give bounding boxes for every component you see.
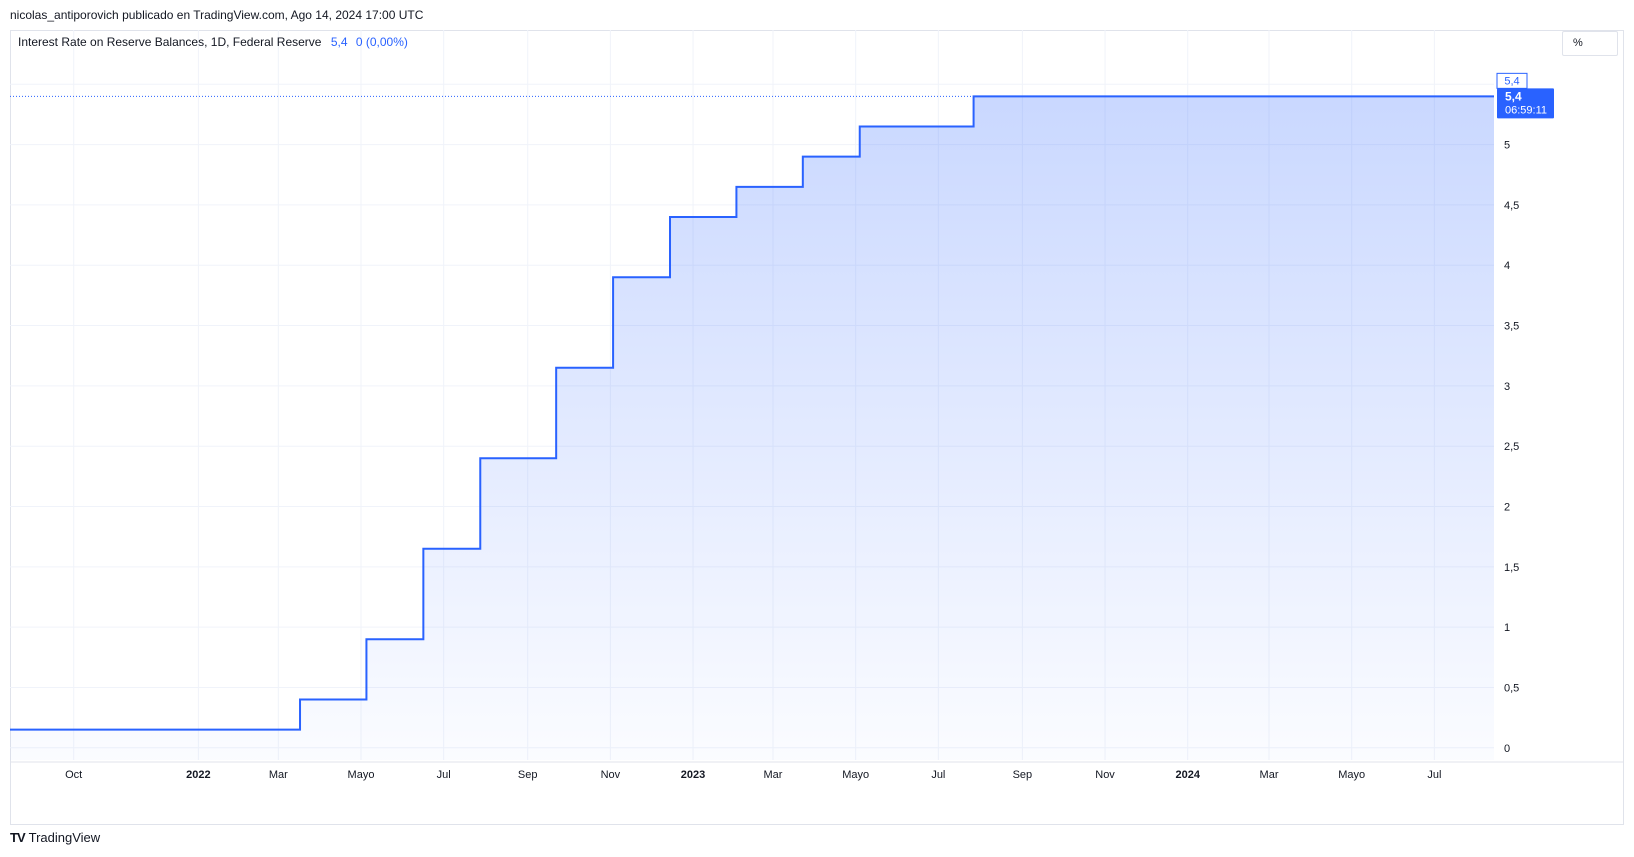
- x-tick-label: 2024: [1175, 769, 1200, 781]
- countdown-label: 06:59:11: [1505, 104, 1547, 116]
- area-fill: [10, 96, 1494, 761]
- y-tick-label: 2: [1504, 502, 1510, 514]
- legend-value: 5,4: [330, 35, 348, 49]
- series-line: [10, 95, 1494, 731]
- y-tick-label: 1,5: [1504, 562, 1519, 574]
- x-tick-label: Jul: [1427, 769, 1441, 781]
- y-tick-label: 5: [1504, 140, 1510, 152]
- y-tick-label: 0: [1504, 743, 1510, 755]
- x-tick-label: Nov: [601, 769, 621, 781]
- x-tick-label: Mayo: [1338, 769, 1365, 781]
- x-tick-label: Mar: [1260, 769, 1279, 781]
- current-price-tag: [1497, 88, 1554, 119]
- chart-legend[interactable]: Interest Rate on Reserve Balances, 1D, F…: [18, 35, 408, 49]
- x-tick-label: Sep: [518, 769, 538, 781]
- y-tick-label: 3: [1504, 381, 1510, 393]
- x-tick-label: Sep: [1013, 769, 1033, 781]
- brand-footer[interactable]: TV TradingView: [10, 830, 100, 845]
- x-tick-label: Oct: [65, 769, 82, 781]
- x-tick-label: Nov: [1095, 769, 1115, 781]
- x-tick-label: Mar: [269, 769, 288, 781]
- legend-change: 0 (0,00%): [355, 35, 408, 49]
- axis-layer: 0 0,5 1 1,5 2 2,5 3 3,5 4 4,5 5 Oct 2022 Mar Mayo Jul Se…: [10, 140, 1624, 781]
- tradingview-logo-icon: TV: [10, 830, 26, 845]
- legend-symbol: Interest Rate on Reserve Balances, 1D, F…: [18, 35, 322, 49]
- top-price-tag-label: 5,4: [1504, 75, 1519, 87]
- unit-selector[interactable]: %: [1562, 31, 1618, 56]
- y-tick-label: 4: [1504, 260, 1510, 272]
- x-tick-label: Mar: [764, 769, 783, 781]
- x-tick-label: Mayo: [348, 769, 375, 781]
- x-tick-label: 2022: [186, 769, 210, 781]
- y-tick-label: 2,5: [1504, 441, 1519, 453]
- x-tick-label: Mayo: [842, 769, 869, 781]
- brand-name: TradingView: [28, 830, 101, 845]
- y-tick-label: 1: [1504, 622, 1510, 634]
- y-tick-label: 3,5: [1504, 321, 1519, 333]
- price-tag-layer: 5,45,406:59:11: [1496, 72, 1554, 119]
- y-tick-label: 0,5: [1504, 682, 1519, 694]
- publisher-line: nicolas_antiporovich publicado en Tradin…: [10, 8, 424, 22]
- series-line-layer: [10, 95, 1494, 731]
- x-tick-label: Jul: [437, 769, 451, 781]
- x-tick-label: Jul: [931, 769, 945, 781]
- current-price-label: 5,4: [1505, 89, 1522, 103]
- x-tick-label: 2023: [681, 769, 705, 781]
- area-fill-shape: [10, 96, 1494, 761]
- y-tick-label: 4,5: [1504, 200, 1519, 212]
